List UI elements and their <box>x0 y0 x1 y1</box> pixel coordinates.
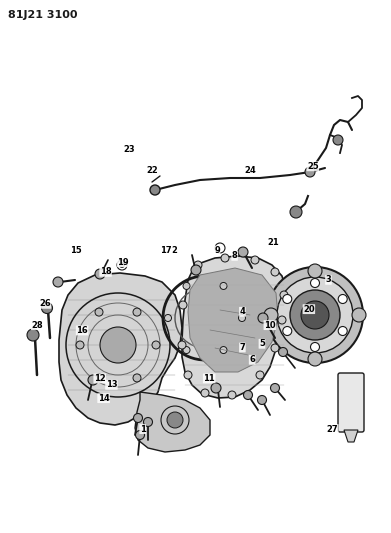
Text: 20: 20 <box>303 305 315 313</box>
Circle shape <box>267 267 363 363</box>
Text: 17: 17 <box>160 246 172 255</box>
Circle shape <box>76 341 84 349</box>
Text: 26: 26 <box>39 300 51 308</box>
Circle shape <box>352 308 366 322</box>
Circle shape <box>251 256 259 264</box>
Text: 3: 3 <box>326 276 331 284</box>
Circle shape <box>305 167 315 177</box>
Text: 1: 1 <box>140 425 146 433</box>
Circle shape <box>183 346 190 353</box>
Circle shape <box>278 348 287 357</box>
Text: 28: 28 <box>31 321 43 329</box>
Polygon shape <box>135 392 210 452</box>
Text: 16: 16 <box>76 326 88 335</box>
Circle shape <box>152 341 160 349</box>
Circle shape <box>220 346 227 353</box>
Circle shape <box>258 313 268 323</box>
Circle shape <box>194 261 202 269</box>
Circle shape <box>258 395 267 405</box>
Circle shape <box>133 308 141 316</box>
Text: 5: 5 <box>259 340 265 348</box>
Circle shape <box>244 391 253 400</box>
Polygon shape <box>182 256 286 398</box>
Circle shape <box>228 391 236 399</box>
Circle shape <box>283 295 292 303</box>
Circle shape <box>308 352 322 366</box>
Text: 10: 10 <box>264 321 276 329</box>
Text: 23: 23 <box>123 145 135 154</box>
Circle shape <box>53 277 63 287</box>
Circle shape <box>191 265 201 275</box>
Text: 24: 24 <box>244 166 256 175</box>
Text: 11: 11 <box>203 374 215 383</box>
Circle shape <box>120 262 124 268</box>
Circle shape <box>256 371 264 379</box>
Circle shape <box>95 269 105 279</box>
Circle shape <box>338 295 347 303</box>
Circle shape <box>221 254 229 262</box>
Polygon shape <box>188 268 278 372</box>
Text: 25: 25 <box>307 162 319 171</box>
Text: 21: 21 <box>268 238 280 247</box>
Circle shape <box>239 314 246 321</box>
Circle shape <box>271 384 280 392</box>
Text: 81J21 3100: 81J21 3100 <box>8 10 77 20</box>
Circle shape <box>136 431 145 440</box>
Circle shape <box>290 290 340 340</box>
Circle shape <box>184 371 192 379</box>
Text: 9: 9 <box>214 246 220 255</box>
Circle shape <box>278 316 286 324</box>
Circle shape <box>41 303 52 313</box>
Circle shape <box>183 282 190 289</box>
Text: 22: 22 <box>147 166 158 175</box>
FancyBboxPatch shape <box>338 373 364 432</box>
Circle shape <box>280 291 288 299</box>
Circle shape <box>290 206 302 218</box>
Text: 14: 14 <box>98 394 109 402</box>
Circle shape <box>308 264 322 278</box>
Text: 13: 13 <box>106 381 117 389</box>
Circle shape <box>133 414 142 423</box>
Circle shape <box>95 308 103 316</box>
Circle shape <box>301 301 329 329</box>
Circle shape <box>277 277 353 353</box>
Text: 7: 7 <box>240 343 245 352</box>
Polygon shape <box>344 430 358 442</box>
Circle shape <box>220 282 227 289</box>
Circle shape <box>143 417 152 426</box>
Circle shape <box>100 327 136 363</box>
Circle shape <box>95 374 103 382</box>
Text: 2: 2 <box>171 246 177 255</box>
Circle shape <box>201 389 209 397</box>
Circle shape <box>333 135 343 145</box>
Circle shape <box>338 327 347 335</box>
Text: 8: 8 <box>232 252 237 260</box>
Text: 15: 15 <box>70 246 82 255</box>
Circle shape <box>88 375 98 385</box>
Circle shape <box>27 329 39 341</box>
Circle shape <box>283 327 292 335</box>
Text: 4: 4 <box>239 308 246 316</box>
Text: 6: 6 <box>249 356 255 364</box>
Text: 27: 27 <box>326 425 338 433</box>
Polygon shape <box>59 273 182 425</box>
Circle shape <box>211 383 221 393</box>
Circle shape <box>133 374 141 382</box>
Circle shape <box>264 308 278 322</box>
Circle shape <box>150 185 160 195</box>
Circle shape <box>167 412 183 428</box>
Circle shape <box>238 247 248 257</box>
Circle shape <box>310 343 319 351</box>
Text: 18: 18 <box>100 268 111 276</box>
Text: 19: 19 <box>117 258 129 266</box>
Circle shape <box>178 341 186 349</box>
Text: 12: 12 <box>94 374 106 383</box>
Circle shape <box>179 301 187 309</box>
Circle shape <box>271 344 279 352</box>
Circle shape <box>165 314 172 321</box>
Circle shape <box>310 279 319 287</box>
Circle shape <box>271 268 279 276</box>
